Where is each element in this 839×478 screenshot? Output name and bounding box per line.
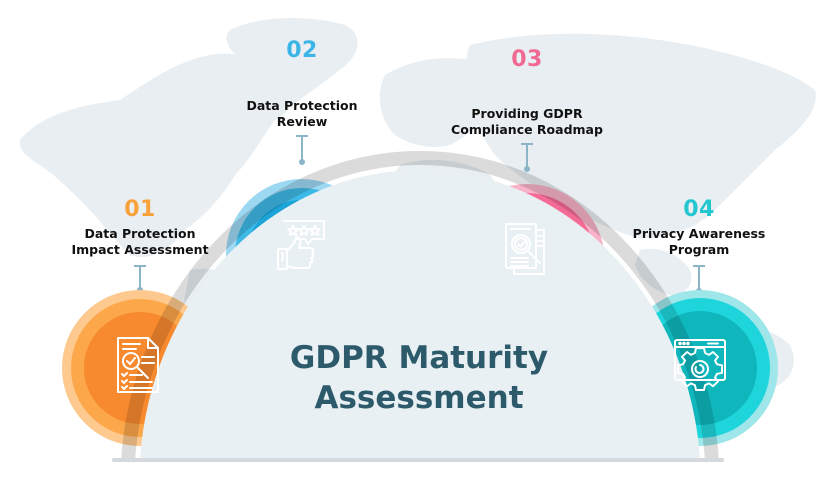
step-03-label-line2: Compliance Roadmap xyxy=(451,122,603,137)
step-04-label: Privacy Awareness Program xyxy=(633,226,766,258)
step-01-number: 01 xyxy=(124,197,156,222)
step-03-number: 03 xyxy=(511,47,543,72)
step-04-label-line2: Program xyxy=(668,242,730,257)
dome-base-shadow xyxy=(112,458,724,462)
step-04-number: 04 xyxy=(683,197,715,222)
connector-04 xyxy=(693,265,705,294)
step-02-number: 02 xyxy=(286,38,318,63)
step-02-label: Data Protection Review xyxy=(246,98,357,130)
step-04-label-line1: Privacy Awareness xyxy=(632,226,766,241)
step-01-label-line1: Data Protection xyxy=(84,226,196,241)
connector-02 xyxy=(296,135,308,165)
connector-03 xyxy=(521,143,533,172)
central-dome xyxy=(140,170,700,460)
title-line2: Assessment xyxy=(314,380,524,416)
thumbs-up-rating-icon xyxy=(277,220,325,270)
diagram-title: GDPR Maturity Assessment xyxy=(290,338,548,418)
document-magnifier-check-icon xyxy=(505,223,545,275)
step-01-label: Data Protection Impact Assessment xyxy=(71,226,208,258)
step-03-label-line1: Providing GDPR xyxy=(471,106,583,121)
document-search-checklist-icon xyxy=(117,337,159,393)
step-02-label-line1: Data Protection xyxy=(246,98,358,113)
browser-gear-icon xyxy=(674,339,726,391)
step-02-label-line2: Review xyxy=(276,114,328,129)
title-line1: GDPR Maturity xyxy=(289,340,549,376)
connector-01 xyxy=(134,265,146,293)
step-03-label: Providing GDPR Compliance Roadmap xyxy=(451,106,603,138)
step-01-label-line2: Impact Assessment xyxy=(71,242,209,257)
